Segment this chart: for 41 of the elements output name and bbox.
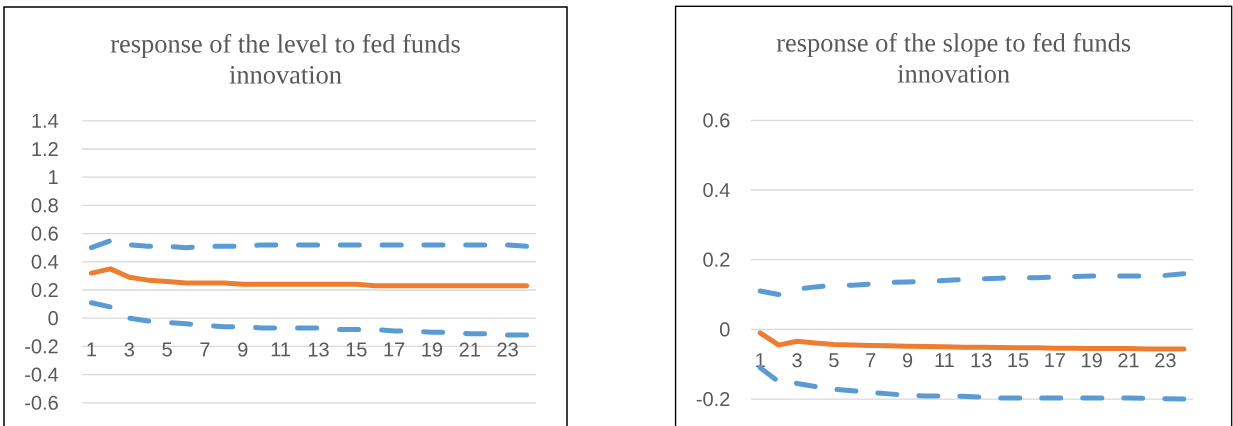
y-tick-label: 0.8 bbox=[31, 198, 58, 213]
x-tick-label: 23 bbox=[497, 342, 518, 357]
x-tick-label: 13 bbox=[308, 342, 329, 357]
y-tick-label: 0.4 bbox=[703, 182, 730, 198]
x-tick-label: 11 bbox=[935, 353, 954, 367]
x-tick-label: 5 bbox=[162, 342, 172, 357]
x-tick-label: 17 bbox=[384, 342, 405, 357]
x-tick-label: 5 bbox=[829, 353, 839, 368]
y-tick-label: 1.4 bbox=[32, 113, 59, 128]
y-tick-label: 0.4 bbox=[31, 254, 59, 269]
y-tick-label: 1 bbox=[49, 170, 58, 185]
chart-title: response of the level to fed funds innovation bbox=[110, 33, 460, 84]
y-tick-label: 0.2 bbox=[31, 282, 58, 298]
x-tick-label: 3 bbox=[124, 342, 134, 357]
y-tick-label: 0.6 bbox=[31, 226, 58, 241]
x-tick-label: 11 bbox=[271, 342, 291, 357]
x-tick-label: 13 bbox=[971, 353, 992, 368]
x-tick-label: 7 bbox=[866, 353, 876, 367]
x-tick-label: 1 bbox=[87, 342, 97, 357]
y-tick-label: -0.2 bbox=[25, 339, 58, 354]
x-tick-label: 15 bbox=[1008, 353, 1029, 368]
y-tick-label: 0 bbox=[719, 322, 730, 337]
x-tick-label: 21 bbox=[459, 342, 480, 357]
x-tick-label: 9 bbox=[238, 342, 248, 357]
x-tick-label: 19 bbox=[1082, 353, 1102, 368]
x-tick-label: 15 bbox=[346, 342, 367, 357]
x-tick-label: 3 bbox=[792, 353, 802, 368]
x-tick-label: 23 bbox=[1155, 353, 1176, 368]
y-tick-label: -0.6 bbox=[25, 395, 58, 410]
x-tick-label: 17 bbox=[1045, 353, 1065, 367]
y-tick-label: 0 bbox=[48, 311, 58, 326]
y-tick-label: -0.2 bbox=[696, 392, 730, 407]
y-tick-label: -0.4 bbox=[25, 367, 59, 382]
y-tick-label: 0.6 bbox=[703, 113, 730, 128]
x-tick-label: 7 bbox=[200, 342, 210, 357]
x-tick-label: 9 bbox=[902, 353, 913, 368]
y-tick-label: 0.2 bbox=[703, 252, 730, 267]
x-tick-label: 19 bbox=[422, 342, 443, 357]
y-tick-label: 1.2 bbox=[32, 142, 58, 156]
x-tick-label: 21 bbox=[1118, 353, 1139, 368]
chart-title: response of the slope to fed funds innovation bbox=[776, 32, 1131, 83]
